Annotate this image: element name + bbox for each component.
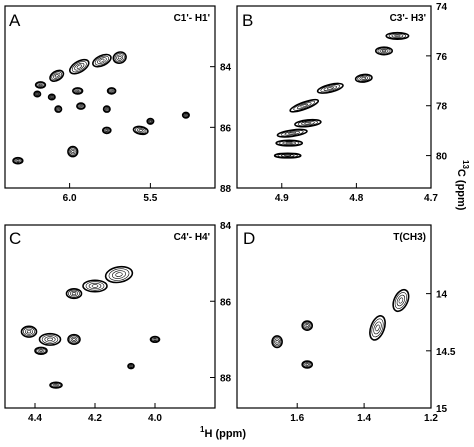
peak-contour-12 xyxy=(102,105,111,113)
y-tick-label-2: 14.5 xyxy=(436,347,456,358)
y-tick-label-2: 86 xyxy=(220,297,232,308)
y-tick-label-4: 80 xyxy=(436,152,448,163)
x-tick-label-2: 1.4 xyxy=(357,413,371,424)
peak-contour-7 xyxy=(47,93,56,101)
peak-contour-6 xyxy=(67,333,81,345)
x-tick-label-3: 4.0 xyxy=(148,413,162,424)
peak-contour-2 xyxy=(82,279,108,293)
peak-contour-1 xyxy=(385,31,410,40)
x-tick-label-3: 1.2 xyxy=(424,413,438,424)
peak-contour-8 xyxy=(34,346,48,356)
x-tick-label-1: 4.9 xyxy=(275,193,289,204)
peak-contour-5 xyxy=(289,98,320,113)
panel-b-letter: B xyxy=(242,11,253,30)
panel-b-frame xyxy=(236,5,432,189)
y-axis-title-superscript: 13 xyxy=(461,160,470,169)
x-tick-label-3: 4.7 xyxy=(424,193,438,204)
peak-contour-17 xyxy=(67,145,79,158)
x-axis-title-superscript: 1 xyxy=(200,425,205,434)
peak-contour-3 xyxy=(354,73,373,83)
peak-contour-9 xyxy=(106,87,117,95)
panel-c-peaks xyxy=(20,265,161,389)
x-tick-label-1: 1.6 xyxy=(290,413,304,424)
panel-a-ticks: 6.0 5.5 84 86 88 xyxy=(63,63,232,204)
y-tick-label-1: 14 xyxy=(436,290,448,301)
peak-contour-15 xyxy=(132,125,149,136)
peak-contour-5 xyxy=(34,81,47,89)
peak-contour-9 xyxy=(127,362,135,370)
y-tick-label-3: 15 xyxy=(436,404,448,415)
peak-contour-6 xyxy=(33,90,42,98)
y-tick-label-1: 84 xyxy=(220,63,232,74)
panel-d-frame xyxy=(236,224,432,409)
panel-d-title: T(CH3) xyxy=(393,232,426,243)
x-tick-label-1: 6.0 xyxy=(63,193,77,204)
panel-a-frame xyxy=(4,5,216,189)
peak-contour-10 xyxy=(49,381,63,389)
peak-contour-3 xyxy=(112,51,127,64)
peak-contour-8 xyxy=(275,139,304,147)
y-axis-title-text: C (ppm) xyxy=(455,169,467,211)
x-axis-title: 1H (ppm) xyxy=(200,425,246,440)
y-tick-label-3: 88 xyxy=(220,184,232,195)
peak-contour-11 xyxy=(76,102,86,110)
peak-contour-5 xyxy=(301,360,314,369)
peak-contour-1 xyxy=(69,58,90,75)
peak-contour-8 xyxy=(72,87,84,95)
peak-contour-4 xyxy=(271,335,283,349)
panel-c-letter: C xyxy=(9,229,21,248)
peak-contour-2 xyxy=(92,53,112,68)
peak-contour-4 xyxy=(20,325,38,338)
peak-contour-16 xyxy=(101,126,112,135)
x-axis-title-text: H (ppm) xyxy=(204,428,246,440)
panel-d-letter: D xyxy=(243,229,255,248)
peak-contour-3 xyxy=(301,320,314,331)
peak-contour-7 xyxy=(149,335,161,344)
y-tick-label-3: 88 xyxy=(220,374,232,385)
panel-c-frame xyxy=(4,224,216,409)
panel-a-letter: A xyxy=(9,11,21,30)
peak-contour-10 xyxy=(54,105,63,113)
peak-contour-2 xyxy=(374,46,394,56)
panel-b-peaks xyxy=(273,31,410,159)
peak-contour-2 xyxy=(369,315,386,341)
y-tick-label-1: 84 xyxy=(220,221,232,232)
peak-contour-1 xyxy=(104,265,134,284)
panel-c: C C4'- H4' 4.4 4.2 4.0 84 86 88 xyxy=(4,221,232,424)
panel-a-peaks xyxy=(12,51,190,165)
y-tick-label-2: 86 xyxy=(220,123,232,134)
y-tick-label-2: 76 xyxy=(436,52,448,63)
peak-contour-5 xyxy=(38,332,62,346)
x-tick-label-2: 4.8 xyxy=(349,193,363,204)
peak-contour-7 xyxy=(276,128,308,138)
peak-contour-9 xyxy=(273,152,302,159)
panel-b: B C3'- H3' 4.9 4.8 4.7 74 76 78 80 xyxy=(236,2,448,204)
y-axis-title: 13C (ppm) xyxy=(455,160,470,211)
peak-contour-1 xyxy=(392,288,410,313)
panel-d-peaks xyxy=(271,288,410,369)
y-tick-label-3: 78 xyxy=(436,102,448,113)
peak-contour-3 xyxy=(65,288,83,300)
peak-contour-4 xyxy=(316,82,344,94)
x-tick-label-2: 4.2 xyxy=(88,413,102,424)
panel-d: D T(CH3) 1.6 1.4 1.2 14 14.5 15 xyxy=(236,224,456,424)
panel-b-title: C3'- H3' xyxy=(390,13,426,24)
panel-d-ticks: 1.6 1.4 1.2 14 14.5 15 xyxy=(290,290,456,424)
panel-b-ticks: 4.9 4.8 4.7 74 76 78 80 xyxy=(275,2,448,204)
peak-contour-4 xyxy=(49,69,65,82)
peak-contour-6 xyxy=(294,118,322,128)
x-tick-label-1: 4.4 xyxy=(28,413,42,424)
x-tick-label-2: 5.5 xyxy=(143,193,157,204)
panel-c-ticks: 4.4 4.2 4.0 84 86 88 xyxy=(28,221,232,424)
panel-a: A C1'- H1' 6.0 5.5 84 86 88 xyxy=(4,5,232,204)
y-tick-label-1: 74 xyxy=(436,2,448,13)
panel-a-title: C1'- H1' xyxy=(174,13,210,24)
peak-contour-14 xyxy=(181,111,190,119)
peak-contour-13 xyxy=(146,117,155,125)
peak-contour-18 xyxy=(12,156,24,165)
panel-c-title: C4'- H4' xyxy=(174,232,210,243)
